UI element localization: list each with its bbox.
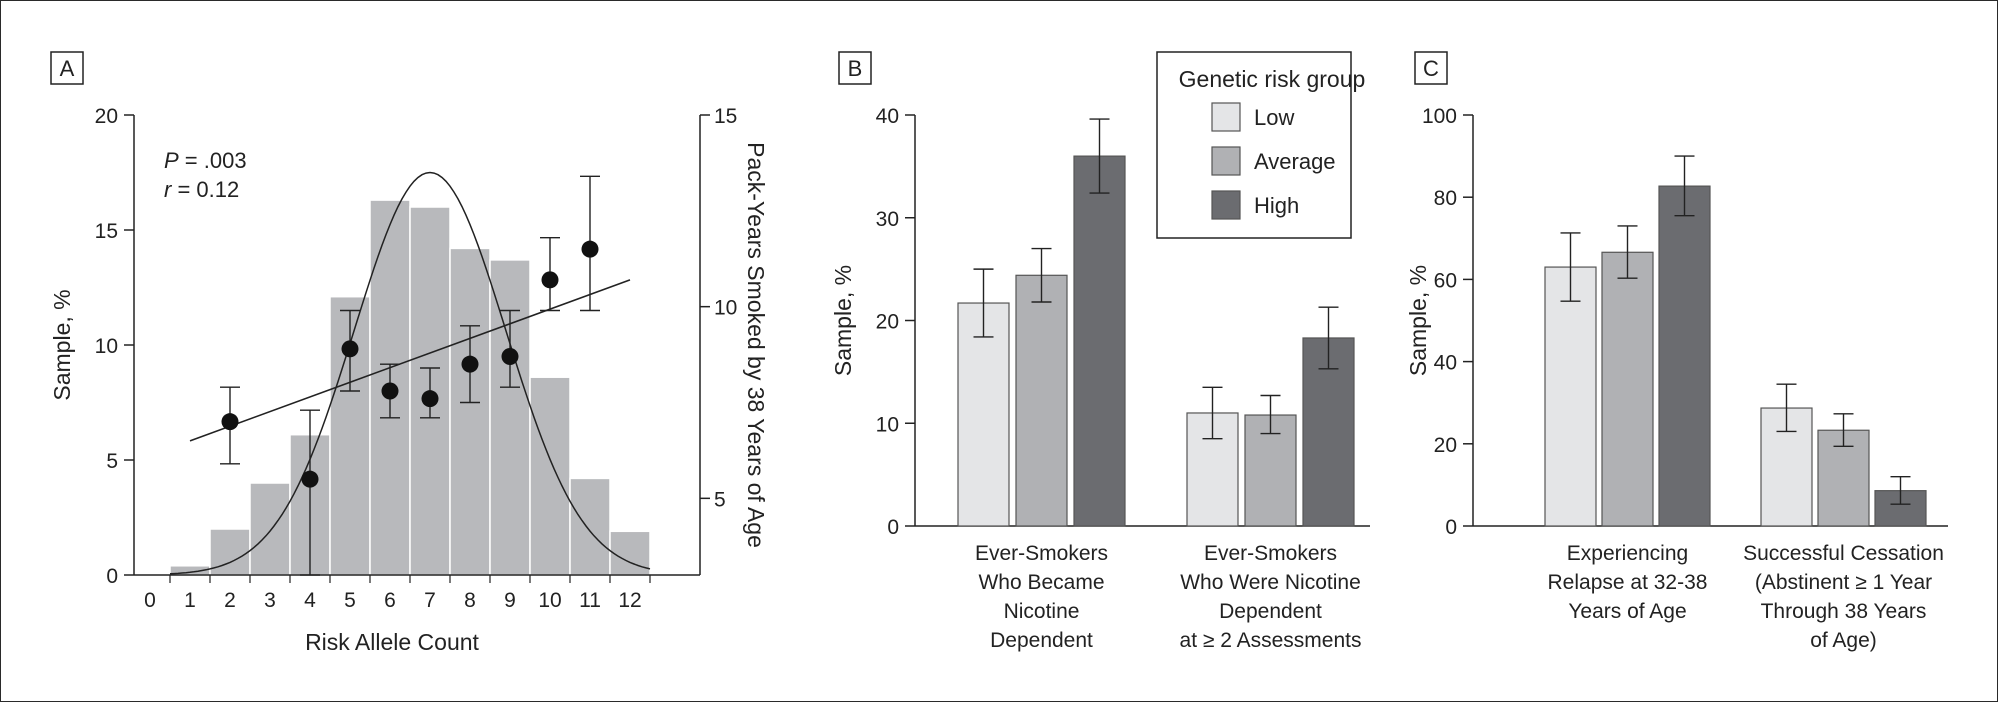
legend-swatch-low <box>1211 102 1241 132</box>
mean-point <box>421 390 439 408</box>
r-value-annotation: r = 0.12 <box>164 177 239 202</box>
histogram-bar <box>489 259 531 576</box>
bar-high <box>1658 185 1711 527</box>
category-label: Who Became <box>978 571 1104 594</box>
y2-axis-label: Pack-Years Smoked by 38 Years of Age <box>743 142 769 548</box>
x-tick-label: 5 <box>344 589 356 612</box>
x-tick-label: 0 <box>144 589 156 612</box>
y2-tick-label: 15 <box>714 105 737 128</box>
y-tick-label: 20 <box>95 105 118 128</box>
mean-point <box>341 340 359 358</box>
category-label: Nicotine <box>1004 600 1080 623</box>
panel-c-letter-box <box>1414 51 1448 85</box>
y-tick-label: 0 <box>887 516 899 539</box>
mean-point <box>461 355 479 373</box>
y-tick-label: 0 <box>106 565 118 588</box>
histogram-bar <box>449 247 491 576</box>
panel-b-letter-box <box>838 51 872 85</box>
category-label: of Age) <box>1810 629 1877 652</box>
x-axis-label: Risk Allele Count <box>305 629 479 655</box>
legend-swatch-high <box>1211 190 1241 220</box>
category-label: Dependent <box>990 629 1093 652</box>
histogram-bar <box>569 477 611 576</box>
bar-average <box>1015 274 1068 527</box>
mean-point <box>541 271 559 289</box>
bar-high <box>1073 155 1126 527</box>
histogram-bar <box>529 376 571 576</box>
y-tick-label: 20 <box>1434 434 1457 457</box>
y-tick-label: 40 <box>876 105 899 128</box>
y-tick-label: 80 <box>1434 187 1457 210</box>
panel-b-letter: B <box>848 56 863 81</box>
category-label: at ≥ 2 Assessments <box>1180 629 1362 652</box>
category-label: Through 38 Years <box>1761 600 1927 623</box>
panel-a-letter-box <box>50 51 84 85</box>
category-label: Who Were Nicotine <box>1180 571 1361 594</box>
legend-label-average: Average <box>1254 149 1336 174</box>
category-label: Years of Age <box>1568 600 1686 623</box>
x-tick-label: 3 <box>264 589 276 612</box>
y-tick-label: 10 <box>95 335 118 358</box>
y-axis-label: Sample, % <box>830 265 856 376</box>
bar-average <box>1601 251 1654 527</box>
bar-low <box>957 302 1010 527</box>
y-tick-label: 100 <box>1422 105 1457 128</box>
legend-title: Genetic risk group <box>1179 66 1366 92</box>
category-label: Ever-Smokers <box>975 542 1108 565</box>
regression-line <box>189 279 631 442</box>
category-label: (Abstinent ≥ 1 Year <box>1755 571 1932 594</box>
mean-point <box>301 470 319 488</box>
x-tick-label: 4 <box>304 589 316 612</box>
category-label: Successful Cessation <box>1743 542 1944 565</box>
histogram-bar <box>609 530 651 576</box>
normal-curve <box>169 171 651 575</box>
y2-tick-label: 5 <box>714 488 726 511</box>
y-tick-label: 5 <box>106 450 118 473</box>
y-tick-label: 20 <box>876 311 899 334</box>
category-label: Relapse at 32-38 <box>1548 571 1708 594</box>
x-tick-label: 9 <box>504 589 516 612</box>
y-tick-label: 30 <box>876 208 899 231</box>
mean-point <box>221 413 239 431</box>
mean-point <box>501 348 519 365</box>
category-label: Ever-Smokers <box>1204 542 1337 565</box>
mean-point <box>381 382 399 400</box>
mean-point <box>581 240 599 258</box>
x-tick-label: 10 <box>538 589 561 612</box>
panel-a-letter: A <box>60 56 75 81</box>
x-tick-label: 8 <box>464 589 476 612</box>
x-tick-label: 2 <box>224 589 236 612</box>
y-tick-label: 0 <box>1445 516 1457 539</box>
legend-swatch-average <box>1211 146 1241 176</box>
category-label: Experiencing <box>1567 542 1688 565</box>
panel-c-letter: C <box>1423 56 1439 81</box>
y-tick-label: 15 <box>95 220 118 243</box>
x-tick-label: 6 <box>384 589 396 612</box>
x-tick-label: 1 <box>184 589 196 612</box>
x-tick-label: 11 <box>579 589 601 612</box>
y-tick-label: 40 <box>1434 352 1457 375</box>
y2-tick-label: 10 <box>714 297 737 320</box>
y-tick-label: 60 <box>1434 269 1457 292</box>
y-tick-label: 10 <box>876 413 899 436</box>
legend-box <box>1156 51 1352 239</box>
x-tick-label: 12 <box>618 589 641 612</box>
bar-low <box>1544 266 1597 527</box>
y-axis-label: Sample, % <box>49 289 75 400</box>
x-tick-label: 7 <box>424 589 436 612</box>
category-label: Dependent <box>1219 600 1322 623</box>
histogram-bar <box>249 482 291 576</box>
legend-label-high: High <box>1254 193 1299 218</box>
p-value-annotation: P = .003 <box>164 148 247 173</box>
legend-label-low: Low <box>1254 105 1294 130</box>
y-axis-label: Sample, % <box>1405 265 1431 376</box>
